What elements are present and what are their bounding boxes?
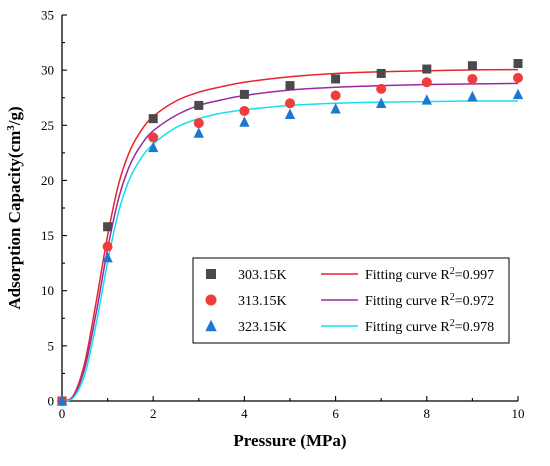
y-tick-label: 5 [48,338,55,353]
y-tick-label: 30 [41,63,54,78]
point-series-3 [512,88,524,100]
point-series-2 [421,77,432,88]
legend-marker-3 [205,319,217,332]
point-series-2 [239,105,250,116]
legend-series-name: 313.15K [238,294,287,309]
point-series-2 [376,83,387,94]
x-tick-label: 0 [59,406,66,421]
point-series-3 [467,90,478,102]
y-tick-label: 10 [41,283,54,298]
legend-marker-1 [206,269,216,279]
y-tick-label: 15 [41,228,54,243]
point-series-1 [422,64,432,74]
y-axis-title: Adsorption Capacity(cm3/g) [5,106,24,309]
point-series-3 [330,103,341,114]
x-tick-label: 10 [512,406,525,421]
point-series-2 [467,73,478,84]
legend-series-name: 323.15K [238,320,287,335]
point-series-2 [513,72,523,83]
legend-fit-label: Fitting curve R2=0.997 [365,266,494,284]
x-tick-label: 6 [332,406,339,421]
point-series-2 [102,241,113,252]
fit-curve-2 [61,82,519,402]
point-series-3 [421,94,432,105]
legend-series-name: 303.15K [238,268,287,283]
x-tick-label: 8 [424,406,431,421]
point-series-2 [148,132,159,143]
point-series-3 [193,127,204,138]
y-tick-label: 20 [41,173,54,188]
point-series-1 [103,222,113,232]
point-series-1 [148,114,158,124]
x-axis-title: Pressure (MPa) [233,431,346,450]
point-series-1 [513,59,523,69]
fit-curves [61,68,519,402]
data-points [56,59,524,406]
point-series-3 [56,395,68,406]
legend: 303.15K Fitting curve R2=0.997 313.15K Fitt… [192,257,510,344]
point-series-2 [330,90,341,101]
point-series-3 [284,108,296,119]
point-series-1 [376,68,386,78]
ticks: 0 2 4 6 8 10 0 5 10 15 20 25 30 35 [41,8,525,422]
x-tick-label: 4 [241,406,248,421]
point-series-2 [285,98,295,109]
fit-curve-1 [61,68,519,402]
point-series-3 [239,116,250,127]
legend-fit-label: Fitting curve R2=0.972 [365,292,494,310]
y-tick-label: 0 [48,394,55,409]
point-series-1 [285,81,295,91]
point-series-2 [193,118,204,129]
point-series-1 [194,100,204,110]
point-series-3 [376,97,387,108]
y-tick-label: 25 [41,118,54,133]
point-series-3 [148,141,159,153]
legend-fit-label: Fitting curve R2=0.978 [365,318,494,336]
fit-curve-3 [61,100,519,402]
legend-marker-2 [205,294,217,306]
point-series-3 [102,251,113,263]
point-series-1 [467,61,477,71]
y-tick-label: 35 [41,8,54,23]
point-series-1 [331,74,341,84]
point-series-1 [239,89,249,99]
x-tick-label: 2 [150,406,157,421]
